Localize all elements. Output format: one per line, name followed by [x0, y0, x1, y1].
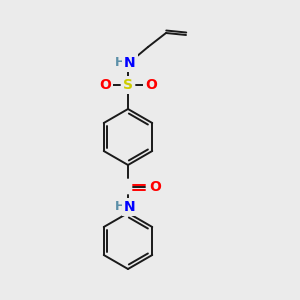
Text: N: N: [124, 200, 136, 214]
Text: N: N: [124, 56, 136, 70]
Text: H: H: [115, 56, 125, 70]
Text: O: O: [99, 78, 111, 92]
Text: S: S: [123, 78, 133, 92]
Text: O: O: [149, 180, 161, 194]
Text: O: O: [145, 78, 157, 92]
Text: H: H: [115, 200, 125, 214]
